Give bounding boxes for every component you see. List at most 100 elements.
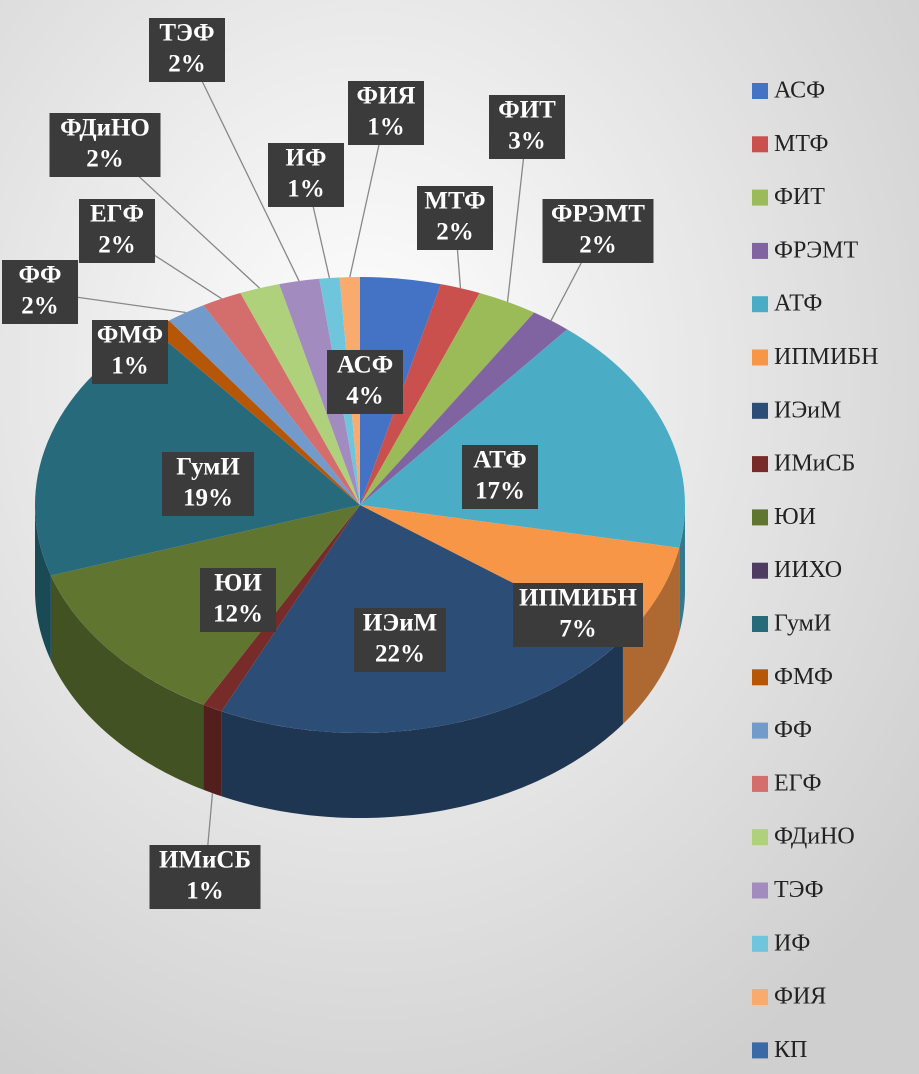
slice — [360, 293, 535, 505]
pie-top — [34, 277, 686, 734]
data-label: 1% — [367, 114, 405, 141]
label-box — [149, 845, 261, 909]
label-name: ИФ — [286, 145, 327, 172]
label-name: ИПМИБН — [519, 585, 637, 612]
label-box — [513, 583, 643, 647]
slice — [360, 312, 568, 505]
data-label: 7% — [559, 616, 597, 643]
legend-label: ФФ — [774, 717, 812, 743]
label-name: ИМиСБ — [159, 847, 251, 874]
data-label: 2% — [98, 232, 136, 259]
legend-swatch — [752, 349, 768, 366]
label-box — [92, 320, 168, 384]
data-label: 1% — [287, 176, 325, 203]
slice — [152, 320, 360, 505]
slice — [360, 284, 480, 505]
label-box — [327, 350, 403, 414]
legend-label: ФРЭМТ — [774, 237, 858, 263]
data-label: 22% — [375, 641, 425, 668]
legend-label: ФДиНО — [774, 824, 855, 850]
data-label: 17% — [475, 478, 525, 505]
slice-side — [622, 547, 680, 725]
leader-line — [186, 49, 300, 282]
legend-label: ИИХО — [774, 557, 842, 583]
legend-swatch — [752, 242, 768, 259]
data-label: 4% — [346, 383, 384, 410]
legend-label: МТФ — [774, 131, 828, 157]
slice — [203, 293, 360, 505]
label-box — [542, 199, 654, 263]
legend-label: АТФ — [774, 291, 822, 317]
label-box — [348, 81, 424, 145]
legend-swatch — [752, 456, 768, 473]
legend-label: ФИТ — [774, 184, 825, 210]
legend-label: ИФ — [774, 930, 810, 956]
label-box — [149, 18, 225, 82]
legend-swatch — [752, 882, 768, 899]
label-box — [49, 113, 161, 177]
data-label: 2% — [436, 219, 474, 246]
legend-label: ИМиСБ — [774, 451, 855, 477]
legend-swatch — [752, 722, 768, 739]
data-label: 1% — [186, 878, 224, 905]
pie-sides — [35, 505, 685, 818]
slice-side — [679, 505, 685, 633]
data-label: 2% — [21, 293, 59, 320]
label-name: ФМФ — [97, 322, 163, 349]
slice-side — [203, 704, 222, 797]
legend-label: ЕГФ — [774, 770, 822, 796]
legend-swatch — [752, 669, 768, 686]
legend: АСФ МТФ ФИТ ФРЭМТ АТФ ИПМИБН ИЭиМ ИМиСБ ЮИ ИИХО Гу… — [752, 78, 878, 1063]
legend-label: АСФ — [774, 78, 825, 104]
label-box — [489, 95, 565, 159]
slice — [168, 305, 360, 505]
label-name: МТФ — [424, 188, 485, 215]
legend-label: ФИЯ — [774, 984, 826, 1010]
label-box — [162, 452, 254, 516]
legend-label: ФМФ — [774, 664, 833, 690]
legend-label: КП — [774, 1037, 807, 1063]
legend-swatch — [752, 402, 768, 419]
data-label: 19% — [183, 485, 233, 512]
label-name: ГумИ — [176, 454, 240, 481]
slice — [203, 505, 360, 712]
label-box — [354, 608, 446, 672]
label-name: АСФ — [337, 352, 393, 379]
label-box — [417, 186, 493, 250]
legend-swatch — [752, 189, 768, 206]
data-label: 2% — [579, 232, 617, 259]
slice-side — [50, 575, 204, 790]
slice-side — [221, 639, 623, 818]
label-name: ФРЭМТ — [551, 201, 645, 228]
data-label: 12% — [213, 601, 263, 628]
label-name: АТФ — [473, 447, 526, 474]
label-box — [79, 199, 155, 263]
label-name: ИЭиМ — [363, 610, 437, 637]
label-name: ФДиНО — [60, 115, 150, 142]
legend-label: ТЭФ — [774, 877, 824, 903]
legend-label: ИЭиМ — [774, 397, 841, 423]
data-label: 3% — [508, 128, 546, 155]
legend-swatch — [752, 136, 768, 153]
legend-swatch — [752, 829, 768, 846]
label-name: ФИЯ — [357, 83, 416, 110]
data-label: 1% — [111, 353, 149, 380]
slice — [279, 278, 360, 505]
label-name: ТЭФ — [159, 20, 214, 47]
legend-label: ЮИ — [774, 504, 816, 530]
legend-label: ИПМИБН — [774, 344, 878, 370]
label-box — [268, 143, 344, 207]
legend-swatch — [752, 296, 768, 313]
slice — [240, 284, 360, 505]
label-name: ЕГФ — [90, 201, 144, 228]
legend-swatch — [752, 509, 768, 526]
label-box — [200, 568, 276, 632]
label-name: ЮИ — [214, 570, 262, 597]
slice-side — [35, 505, 51, 661]
data-label: 2% — [86, 146, 124, 173]
label-box — [462, 445, 538, 509]
data-label: 2% — [168, 51, 206, 78]
legend-swatch — [752, 1042, 768, 1059]
slice — [360, 329, 686, 548]
